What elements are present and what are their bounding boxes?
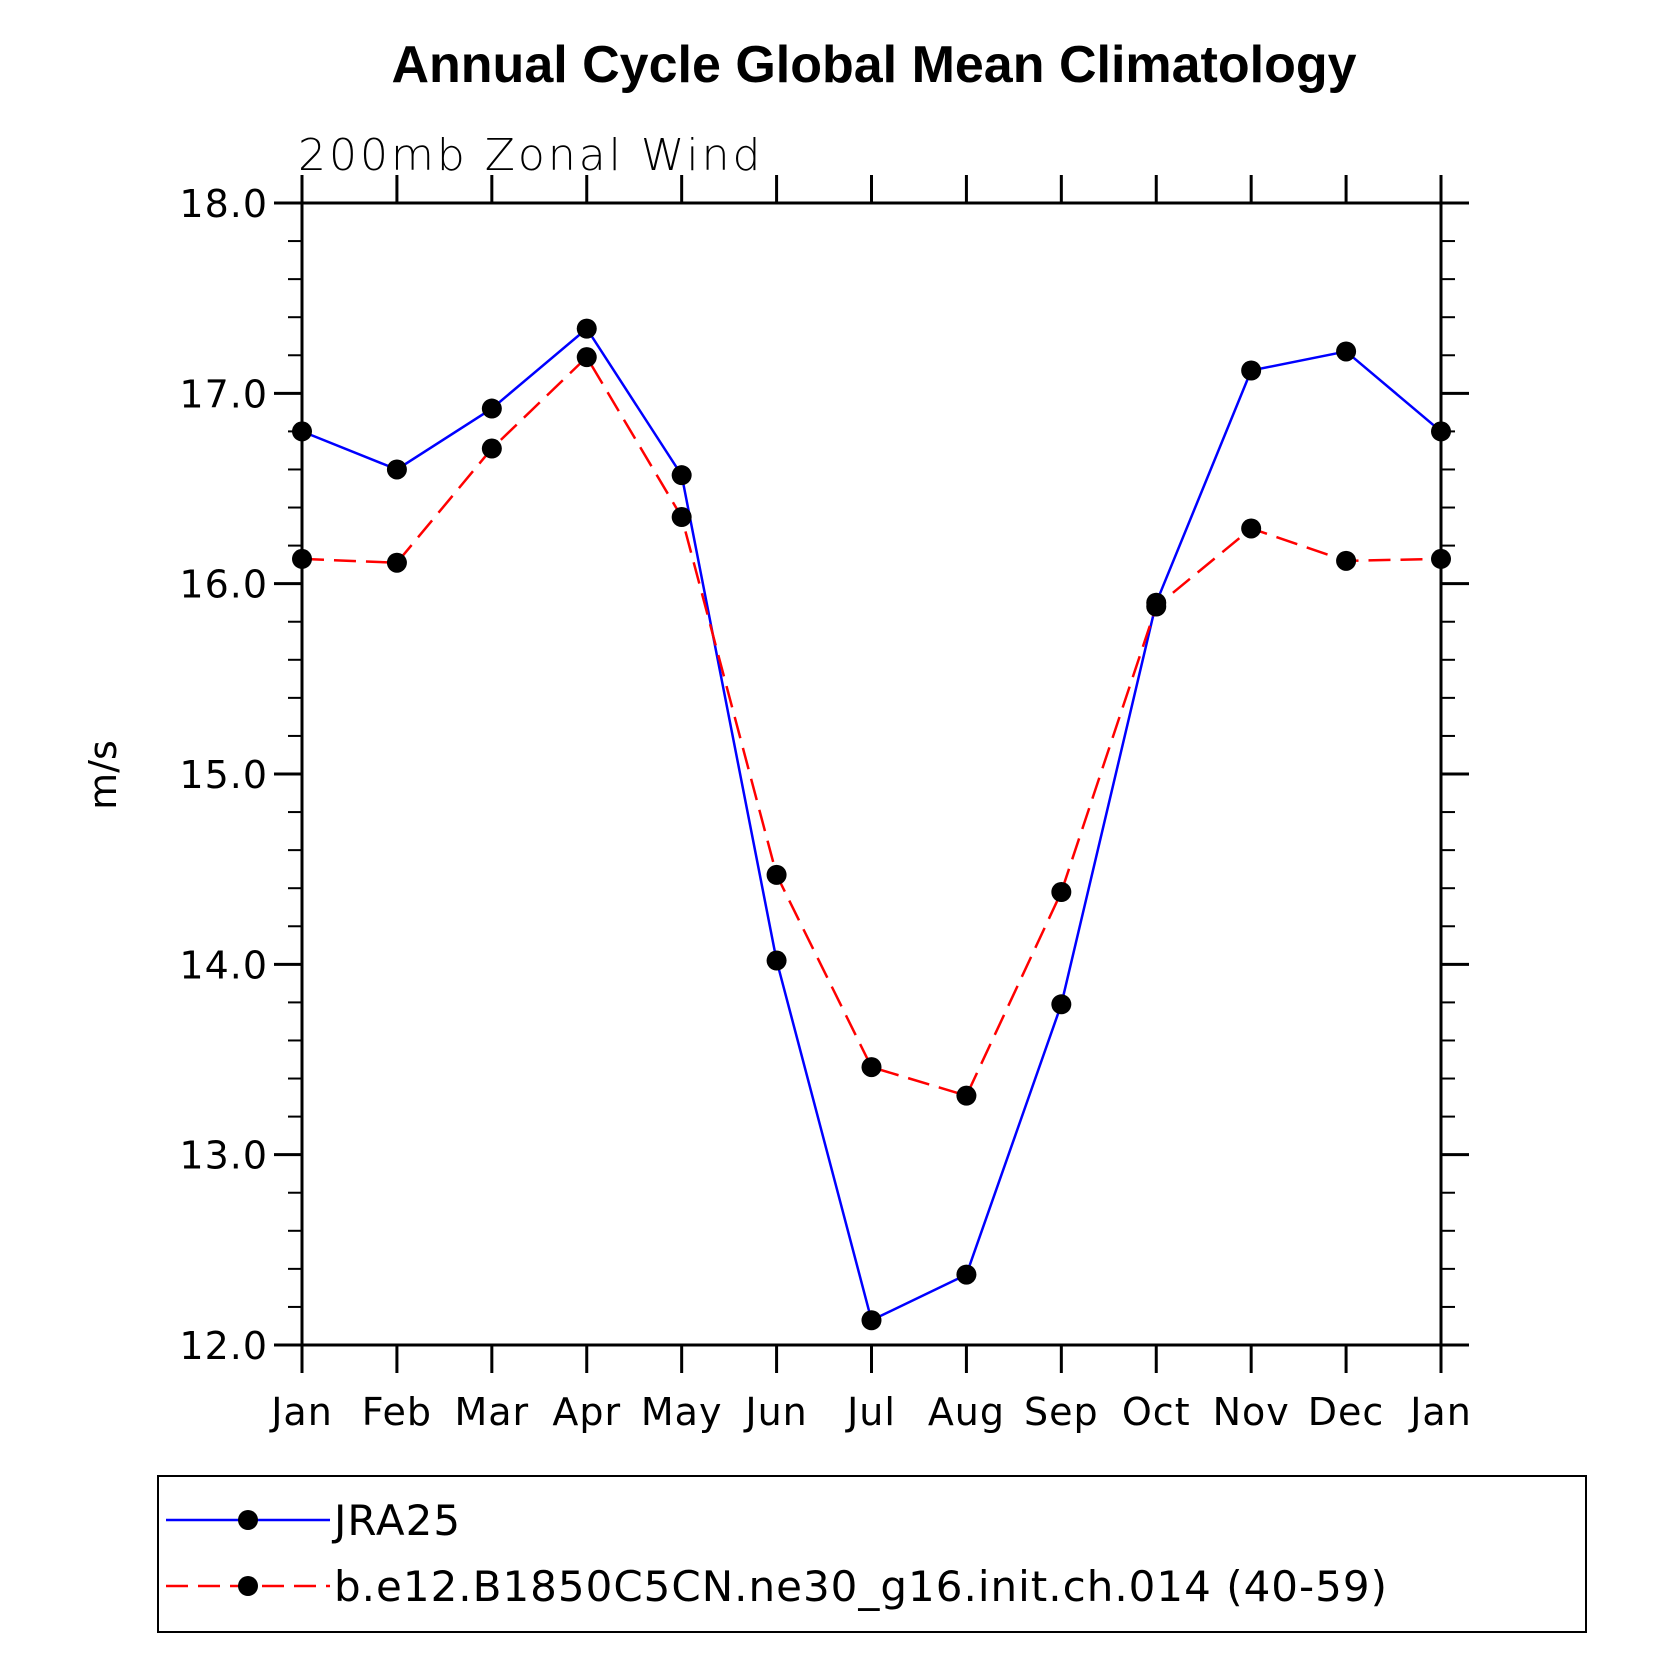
series-2-point <box>766 864 787 885</box>
y-tick-label: 14.0 <box>179 943 268 987</box>
y-tick-label: 15.0 <box>179 753 268 797</box>
series-1-point <box>861 1310 882 1331</box>
x-tick-label: Oct <box>1122 1390 1191 1434</box>
y-tick-label: 12.0 <box>179 1324 268 1368</box>
x-tick-label: Feb <box>362 1390 432 1434</box>
y-axis-label: m/s <box>81 740 125 810</box>
series-line-2 <box>301 355 1442 1098</box>
legend-swatch-marker-2 <box>238 1576 258 1596</box>
series-2-point <box>481 438 502 459</box>
x-tick-label: Mar <box>454 1390 529 1434</box>
series-1-point <box>671 465 692 486</box>
x-tick-label: Apr <box>552 1390 621 1434</box>
legend-box <box>157 1475 1587 1633</box>
series-2-point <box>576 347 597 368</box>
x-tick-label: Dec <box>1308 1390 1385 1434</box>
series-2-point <box>1336 550 1357 571</box>
legend-label-1: JRA25 <box>331 1496 461 1545</box>
legend: JRA25 b.e12.B1850C5CN.ne30_g16.init.ch.01… <box>157 1475 1587 1633</box>
x-tick-label: Jun <box>743 1390 807 1434</box>
x-tick-label: Jan <box>1408 1390 1472 1434</box>
x-tick-label: Nov <box>1213 1390 1290 1434</box>
series-1-point <box>481 398 502 419</box>
x-tick-label: Sep <box>1024 1390 1099 1434</box>
y-tick-label: 18.0 <box>179 182 268 226</box>
series-2-point <box>1146 596 1167 617</box>
y-tick-label: 13.0 <box>179 1134 268 1178</box>
series-1-point <box>576 318 597 339</box>
series-1-point <box>1336 341 1357 362</box>
y-tick-label: 16.0 <box>179 563 268 607</box>
series-2-point <box>1431 548 1451 569</box>
series-2-point <box>671 507 692 528</box>
x-tick-label: May <box>641 1390 723 1434</box>
chart-subtitle: 200mb Zonal Wind <box>298 130 763 181</box>
series-2-point <box>861 1057 882 1078</box>
x-tick-label: Jan <box>269 1390 333 1434</box>
series-1-point <box>292 421 312 442</box>
series-1-point <box>386 459 407 480</box>
series-1-point <box>1051 994 1072 1015</box>
legend-label-2: b.e12.B1850C5CN.ne30_g16.init.ch.014 (40… <box>334 1562 1388 1611</box>
series-1-point <box>1241 360 1262 381</box>
series-1-point <box>956 1264 977 1285</box>
series-1-point <box>1431 421 1451 442</box>
plot-frame <box>300 201 1443 1347</box>
x-tick-label: Aug <box>928 1390 1005 1434</box>
series-2-point <box>1241 518 1262 539</box>
series-line-1 <box>301 326 1442 1323</box>
series-1-point <box>766 950 787 971</box>
x-tick-label: Jul <box>845 1390 896 1434</box>
plot-area: 12.0 13.0 14.0 15.0 16.0 17.0 18.0 Jan Feb Mar Apr… <box>179 175 1471 1434</box>
series-2-point <box>386 552 407 573</box>
y-tick-label: 17.0 <box>179 372 268 416</box>
legend-swatch-marker-1 <box>238 1510 258 1530</box>
series-2-point <box>956 1085 977 1106</box>
chart-title: Annual Cycle Global Mean Climatology <box>391 36 1356 94</box>
series-2-point <box>1051 882 1072 903</box>
series-2-point <box>292 548 312 569</box>
